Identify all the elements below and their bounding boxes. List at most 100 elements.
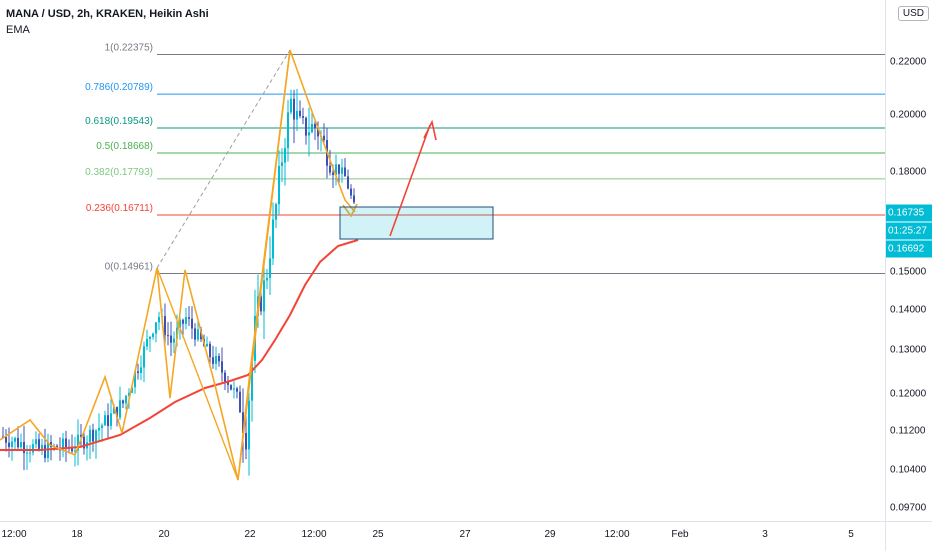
candle-body xyxy=(107,415,109,426)
fib-level-label: 0.618(0.19543) xyxy=(85,116,153,127)
candle-body xyxy=(137,371,139,374)
price-tag: 0.16735 xyxy=(886,204,932,222)
price-tick-label: 0.12000 xyxy=(890,388,927,400)
candle-body xyxy=(314,123,316,128)
candle-body xyxy=(110,413,112,426)
target-zone[interactable] xyxy=(339,119,494,240)
price-tick-label: 0.09700 xyxy=(890,502,927,514)
target-zone-rect xyxy=(339,206,494,240)
candle-body xyxy=(167,335,169,337)
candle-body xyxy=(218,356,220,362)
candle-body xyxy=(77,434,79,451)
candle-body xyxy=(338,164,340,174)
fib-level-label: 0.5(0.18668) xyxy=(96,141,153,152)
candle-body xyxy=(173,338,175,343)
candle-body xyxy=(131,387,133,393)
candle-body xyxy=(164,316,166,336)
candle-body xyxy=(128,392,130,396)
time-tick-label: 3 xyxy=(762,529,768,540)
candle-body xyxy=(245,433,247,450)
indicator-ema-label[interactable]: EMA xyxy=(6,24,30,36)
candle-body xyxy=(119,400,121,418)
candle-body xyxy=(308,132,310,136)
time-tick-label: 5 xyxy=(848,529,854,540)
candle-body xyxy=(353,195,355,203)
time-axis[interactable]: 12:00 18 20 22 12:00 25 27 29 12:00 Feb 3 5 xyxy=(0,521,885,551)
price-chart[interactable]: 1(0.22375) 0.786(0.20789) 0.618(0.19543) 0.… xyxy=(0,0,885,521)
symbol-title[interactable]: MANA / USD, 2h, KRAKEN, Heikin Ashi xyxy=(6,8,209,20)
price-tick-label: 0.11200 xyxy=(890,425,926,437)
candle-body xyxy=(116,406,118,418)
candle-body xyxy=(227,382,229,385)
candle-body xyxy=(344,167,346,177)
candle-body xyxy=(83,436,85,449)
candle-body xyxy=(260,296,262,312)
fib-level-label: 0(0.14961) xyxy=(105,261,153,272)
candle-body xyxy=(272,219,274,259)
price-tick-label: 0.15000 xyxy=(890,266,927,278)
candle-body xyxy=(104,415,106,426)
harmonic-pattern[interactable] xyxy=(0,49,358,481)
candle-body xyxy=(302,116,304,118)
candle-body xyxy=(5,436,7,443)
candle-body xyxy=(347,176,349,189)
time-tick-label: 29 xyxy=(544,529,556,540)
time-tick-label: 20 xyxy=(158,529,170,540)
candle-body xyxy=(98,427,100,431)
candle-body xyxy=(263,280,265,312)
candle-body xyxy=(29,452,31,454)
candle-body xyxy=(293,98,295,120)
candles xyxy=(2,88,355,476)
candle-body xyxy=(311,123,313,133)
candle-body xyxy=(287,112,289,149)
candle-body xyxy=(140,367,142,374)
candle-body xyxy=(239,391,241,413)
candle-body xyxy=(152,333,154,337)
pattern-zigzag xyxy=(0,49,356,481)
price-tick-label: 0.22000 xyxy=(890,56,927,68)
time-tick-label: Feb xyxy=(671,529,689,540)
candle-body xyxy=(95,430,97,442)
fib-level-label: 0.382(0.17793) xyxy=(85,167,153,178)
pattern-leg xyxy=(237,49,291,481)
pattern-xa-dashed xyxy=(156,49,291,269)
fib-level-label: 0.786(0.20789) xyxy=(85,82,153,93)
projection-arrowhead xyxy=(423,119,437,141)
time-tick-label: 12:00 xyxy=(604,529,630,540)
candle-body xyxy=(335,164,337,176)
candle-body xyxy=(323,135,325,141)
candle-body xyxy=(74,450,76,452)
candle-body xyxy=(62,438,64,450)
pattern-leg xyxy=(156,267,239,481)
price-tag: 0.16692 xyxy=(886,240,932,258)
candle-body xyxy=(158,317,160,323)
candle-body xyxy=(20,442,22,448)
bar-countdown-tag: 01:25:27 xyxy=(886,222,932,240)
price-tick-label: 0.10400 xyxy=(890,464,927,476)
chart-area[interactable]: 1(0.22375) 0.786(0.20789) 0.618(0.19543) 0.… xyxy=(0,0,885,521)
candle-body xyxy=(14,437,16,442)
time-tick-label: 18 xyxy=(71,529,83,540)
candle-body xyxy=(197,329,199,340)
candle-body xyxy=(92,429,94,442)
candle-body xyxy=(194,328,196,340)
ema-curve xyxy=(0,239,359,451)
price-axis[interactable]: USD 0.22000 0.20000 0.18000 0.15000 0.14000 0… xyxy=(885,0,932,521)
candle-body xyxy=(221,361,223,373)
price-tick-label: 0.20000 xyxy=(890,109,927,121)
time-tick-label: 22 xyxy=(244,529,256,540)
candle-body xyxy=(332,172,334,176)
candle-body xyxy=(122,400,124,404)
candle-body xyxy=(248,400,250,450)
candle-body xyxy=(44,445,46,459)
candle-body xyxy=(224,372,226,383)
currency-button[interactable]: USD xyxy=(897,6,929,21)
candle-body xyxy=(350,188,352,196)
chart-legend: MANA / USD, 2h, KRAKEN, Heikin Ashi EMA xyxy=(6,6,209,38)
price-tick-label: 0.14000 xyxy=(890,304,927,316)
candle-body xyxy=(269,258,271,279)
candle-body xyxy=(182,319,184,324)
candle-body xyxy=(305,117,307,136)
candle-body xyxy=(284,148,286,163)
price-tick-label: 0.13000 xyxy=(890,344,927,356)
